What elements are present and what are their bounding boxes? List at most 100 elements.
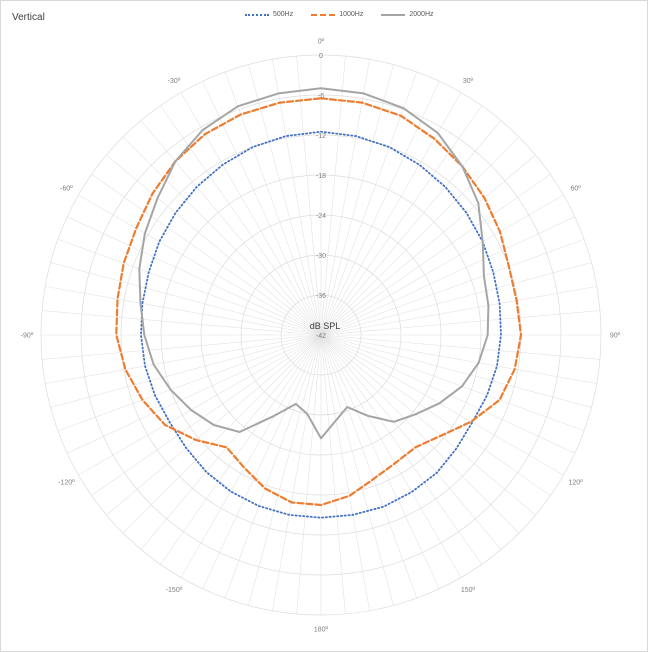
spoke-line (320, 334, 536, 516)
series-layer (115, 87, 523, 519)
ring-circle (160, 174, 482, 496)
radial-tick-label: -36 (316, 293, 326, 300)
ring-circle (40, 54, 602, 616)
spoke-line (272, 59, 322, 336)
spoke-line (91, 174, 322, 336)
radial-tick-label: -30 (316, 253, 326, 260)
legend: 500Hz 1000Hz 2000Hz (245, 11, 434, 18)
spoke-line (202, 334, 322, 589)
spoke-line (320, 59, 370, 336)
spoke-line (140, 334, 322, 550)
spoke-line (67, 216, 322, 336)
spoke-line (180, 334, 322, 578)
spoke-line (160, 105, 322, 336)
spoke-line (320, 334, 575, 454)
spoke-line (122, 136, 322, 336)
spoke-line (320, 154, 536, 336)
radial-tick-label: -12 (316, 133, 326, 140)
spoke-line (320, 136, 520, 336)
spoke-line (320, 174, 551, 336)
center-label: dB SPL (310, 321, 341, 331)
spoke-line (320, 334, 597, 384)
radial-tick-label: -18 (316, 173, 326, 180)
series-line-1000hz (115, 97, 523, 507)
legend-item-2000hz: 2000Hz (381, 11, 434, 18)
angle-label: -90º (21, 333, 34, 340)
chart-title: Vertical (12, 12, 45, 23)
angle-label: -30º (168, 78, 181, 85)
legend-label-2000hz: 2000Hz (409, 11, 434, 18)
legend-item-1000hz: 1000Hz (311, 11, 363, 18)
spoke-line (320, 334, 564, 476)
spoke-line (42, 310, 322, 336)
angle-label: -150º (166, 587, 183, 594)
spoke-line (320, 334, 370, 611)
spoke-line (320, 334, 346, 614)
spoke-line (50, 262, 322, 336)
spoke-line (122, 334, 322, 534)
spoke-line (57, 334, 322, 432)
legend-swatch-500hz (245, 13, 269, 16)
angle-label: 120º (568, 480, 583, 487)
radial-tick-label: -6 (318, 93, 324, 100)
ring-circle (280, 294, 362, 376)
spoke-line (140, 120, 322, 336)
angle-label: 90º (610, 333, 621, 340)
spoke-line (320, 238, 585, 336)
spoke-line (320, 194, 564, 336)
spoke-line (320, 120, 502, 336)
spoke-line (67, 334, 322, 454)
spoke-line (320, 262, 592, 336)
spoke-line (91, 334, 322, 496)
radial-tick-label: -42 (316, 333, 326, 340)
spoke-line (248, 334, 322, 606)
spoke-line (320, 105, 482, 336)
spoke-line (320, 334, 462, 578)
spoke-line (202, 81, 322, 336)
spoke-line (320, 334, 394, 606)
angle-label: -60º (60, 186, 73, 193)
legend-swatch-2000hz (381, 13, 406, 16)
legend-item-500hz: 500Hz (245, 11, 293, 18)
angle-label: 30º (463, 78, 474, 85)
spoke-line (180, 92, 322, 336)
spoke-line (320, 334, 440, 589)
spoke-line (320, 334, 551, 496)
spoke-line (320, 56, 346, 336)
spoke-line (320, 334, 592, 408)
spoke-line (78, 334, 322, 476)
angle-label: -120º (58, 480, 75, 487)
legend-swatch-1000hz (311, 13, 336, 16)
spoke-line (248, 64, 322, 336)
spoke-line (320, 92, 462, 336)
ring-circle (240, 254, 402, 416)
spoke-line (320, 310, 600, 336)
spoke-line (296, 56, 322, 336)
spoke-line (320, 64, 394, 336)
radial-tick-label: 0 (319, 53, 323, 60)
angle-label: 60º (570, 186, 581, 193)
spoke-line (42, 334, 322, 360)
spoke-line (320, 334, 502, 550)
spoke-line (320, 334, 520, 534)
spoke-line (160, 334, 322, 565)
spoke-line (106, 154, 322, 336)
spoke-line (45, 286, 322, 336)
legend-label-500hz: 500Hz (273, 11, 294, 18)
spoke-line (320, 334, 418, 599)
spoke-line (224, 334, 322, 599)
spoke-line (320, 334, 482, 565)
spoke-line (320, 71, 418, 336)
spoke-line (57, 238, 322, 336)
spoke-line (272, 334, 322, 611)
legend-label-1000hz: 1000Hz (339, 11, 364, 18)
angle-label: 150º (461, 587, 476, 594)
spoke-line (320, 334, 585, 432)
angle-label: 180º (314, 627, 329, 634)
radial-tick-label: -24 (316, 213, 326, 220)
spoke-line (320, 286, 597, 336)
spoke-line (78, 194, 322, 336)
spoke-line (320, 216, 575, 336)
ring-circle (80, 94, 562, 576)
